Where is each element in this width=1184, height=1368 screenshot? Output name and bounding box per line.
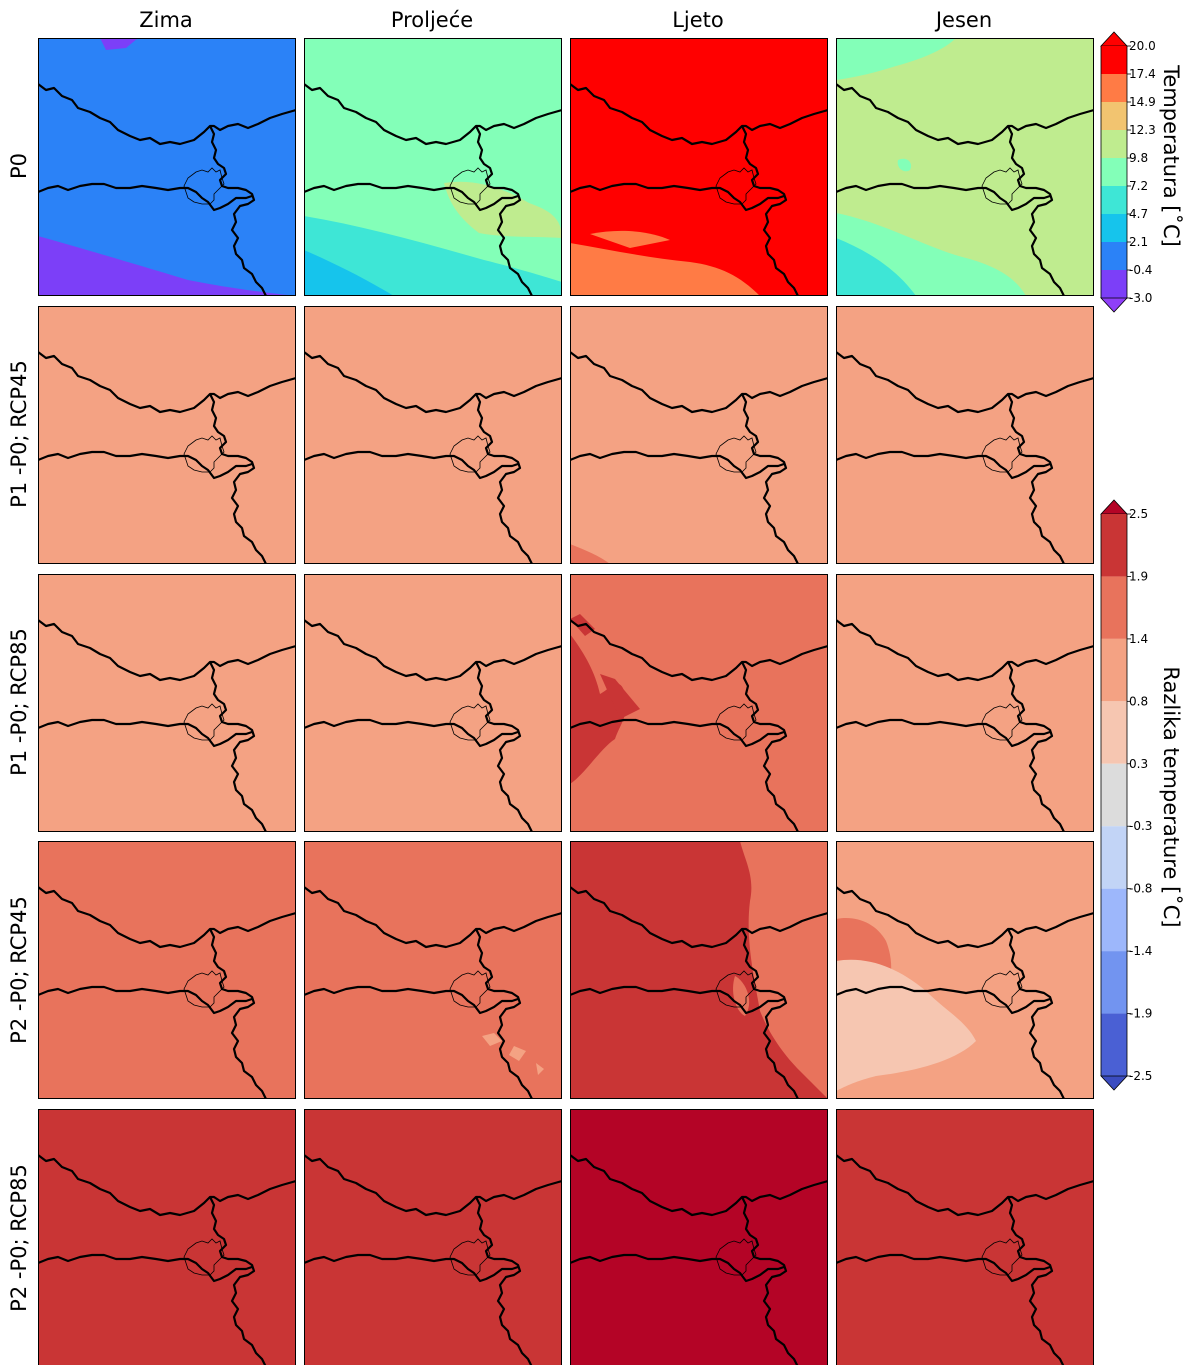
colorbar-top-tick-label: 7.2 [1129, 179, 1148, 193]
colorbar-top-swatch [1101, 130, 1127, 158]
map-panel-r4-c1 [38, 841, 296, 1099]
map-panel-r5-c2 [304, 1109, 562, 1365]
colorbar-top: 20.0 17.4 14.9 12.3 9.8 7.2 4.7 2.1 -0.4 -3.0 [1100, 31, 1156, 313]
map-panel-r1-c3 [570, 38, 828, 296]
colorbar-bottom-extend-top [1100, 499, 1128, 515]
map-panel-r2-c2 [304, 306, 562, 564]
map-panel-r3-c3 [570, 574, 828, 832]
colorbar-bottom-tick-label: 1.4 [1129, 632, 1148, 646]
map-panel-r2-c1 [38, 306, 296, 564]
map-panel-r2-c4 [836, 306, 1094, 564]
colorbar-bottom-tick-label: 0.8 [1129, 694, 1148, 708]
colorbar-bottom-swatch [1101, 576, 1127, 639]
map-panel-r1-c4 [836, 38, 1094, 296]
colorbar-top-swatch [1101, 102, 1127, 130]
colorbar-top-label: Temperatura [˚C] [1159, 65, 1183, 247]
colorbar-top-swatch [1101, 186, 1127, 214]
colorbar-bottom: 2.5 1.9 1.4 0.8 0.3 -0.3 -0.8 -1.4 -1.9 -2.5 [1100, 499, 1152, 1091]
map-panel-r1-c2 [304, 38, 562, 296]
colorbar-top-extend-bottom [1100, 297, 1128, 313]
colorbar-bottom-swatch [1101, 951, 1127, 1014]
colorbar-top-tick-label: -3.0 [1129, 291, 1152, 305]
map-panel-r4-c3 [570, 841, 828, 1099]
colorbar-top-swatch [1101, 46, 1127, 74]
map-panel-r4-c2 [304, 841, 562, 1099]
colorbar-top-tick-label: 17.4 [1129, 67, 1156, 81]
map-panel-r5-c4 [836, 1109, 1094, 1365]
map-panel-r5-c3 [570, 1109, 828, 1365]
map-panel-r3-c4 [836, 574, 1094, 832]
row-title-p0: P0 [7, 152, 31, 180]
column-title-proljece: Proljeće [390, 8, 474, 32]
colorbar-bottom-tick-label: 2.5 [1129, 507, 1148, 521]
colorbar-top-swatch [1101, 74, 1127, 102]
colorbar-bottom-swatch [1101, 888, 1127, 952]
column-title-zima: Zima [139, 8, 193, 32]
colorbar-top-extend-top [1100, 31, 1128, 47]
row-title-p1-rcp45: P1 -P0; RCP45 [7, 360, 31, 508]
colorbar-bottom-swatch [1101, 826, 1127, 889]
map-panel-r2-c3 [570, 306, 828, 564]
colorbar-top-swatch [1101, 242, 1127, 270]
colorbar-bottom-label: Razlika temperature [˚C] [1159, 666, 1183, 928]
colorbar-bottom-tick-label: 1.9 [1129, 569, 1148, 583]
colorbar-top-swatch [1101, 214, 1127, 242]
colorbar-bottom-extend-bottom [1100, 1075, 1128, 1091]
map-panel-r3-c1 [38, 574, 296, 832]
colorbar-top-tick-label: -0.4 [1129, 263, 1152, 277]
column-title-jesen: Jesen [935, 8, 993, 32]
colorbar-bottom-tick-label: 0.3 [1129, 757, 1148, 771]
colorbar-bottom-tick-label: -1.9 [1129, 1007, 1152, 1021]
map-panel-r3-c2 [304, 574, 562, 832]
map-panel-r1-c1 [38, 38, 296, 296]
colorbar-bottom-tick-label: -1.4 [1129, 944, 1152, 958]
colorbar-bottom-swatch [1101, 701, 1127, 764]
colorbar-top-tick-label: 2.1 [1129, 235, 1148, 249]
column-title-ljeto: Ljeto [672, 8, 724, 32]
colorbar-bottom-swatch [1101, 514, 1127, 577]
colorbar-bottom-tick-label: -0.8 [1129, 882, 1152, 896]
colorbar-top-tick-label: 20.0 [1129, 39, 1156, 53]
row-title-p1-rcp85: P1 -P0; RCP85 [7, 628, 31, 776]
map-panel-r4-c4 [836, 841, 1094, 1099]
colorbar-bottom-swatch [1101, 763, 1127, 827]
row-title-p2-rcp45: P2 -P0; RCP45 [7, 896, 31, 1044]
colorbar-top-tick-label: 4.7 [1129, 207, 1148, 221]
colorbar-top-swatch [1101, 158, 1127, 186]
colorbar-bottom-tick-label: -0.3 [1129, 819, 1152, 833]
colorbar-top-swatch [1101, 270, 1127, 298]
colorbar-top-tick-label: 12.3 [1129, 123, 1156, 137]
colorbar-top-tick-label: 14.9 [1129, 95, 1156, 109]
map-panel-r5-c1 [38, 1109, 296, 1365]
colorbar-bottom-tick-label: -2.5 [1129, 1069, 1152, 1083]
row-title-p2-rcp85: P2 -P0; RCP85 [7, 1164, 31, 1312]
colorbar-bottom-swatch [1101, 638, 1127, 702]
colorbar-bottom-swatch [1101, 1013, 1127, 1076]
colorbar-top-tick-label: 9.8 [1129, 151, 1148, 165]
